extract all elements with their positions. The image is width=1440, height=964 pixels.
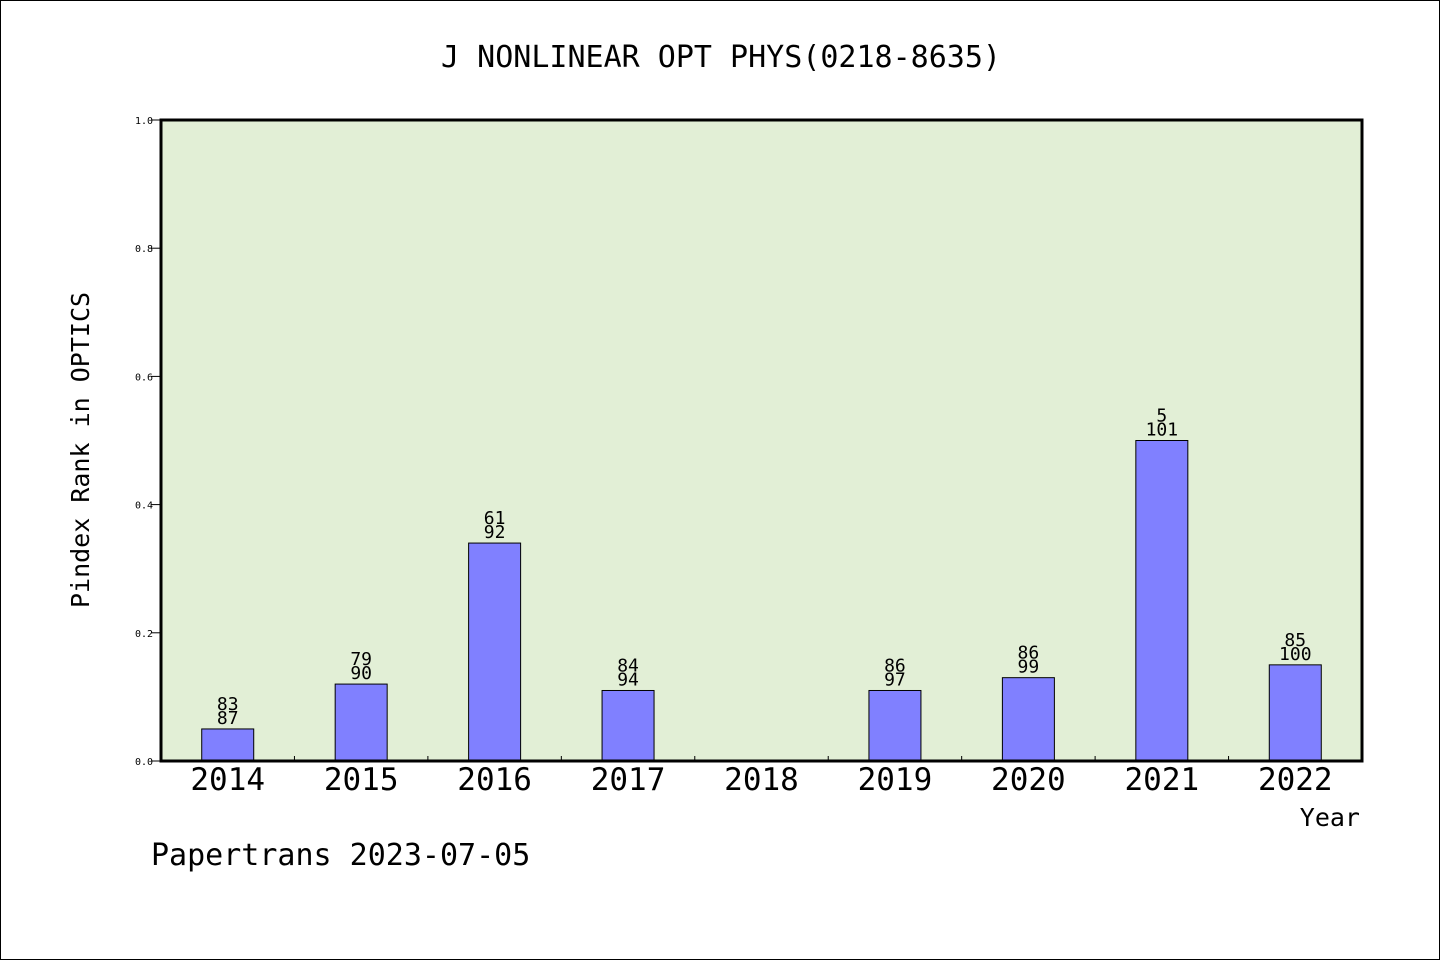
x-tick-label: 2015 xyxy=(324,762,399,798)
x-axis-label: Year xyxy=(1300,803,1360,832)
bar-rank-label: 85 xyxy=(1284,630,1306,651)
x-tick-label: 2018 xyxy=(724,762,799,798)
bar-total-label: 87 xyxy=(217,708,239,729)
bar-total-label: 99 xyxy=(1018,657,1040,678)
bar-total-label: 94 xyxy=(617,669,639,690)
x-tick-label: 2016 xyxy=(457,762,532,798)
y-axis-label: Pindex Rank in OPTICS xyxy=(66,292,95,608)
y-tick-label: 0.0 xyxy=(135,757,153,768)
bar-rank-label: 83 xyxy=(217,694,239,715)
bar-rank-label: 86 xyxy=(1018,643,1040,664)
bar-rank-label: 86 xyxy=(884,655,906,676)
bar-2021 xyxy=(1135,440,1189,762)
bar-2019 xyxy=(868,689,922,762)
bar-total-label: 97 xyxy=(884,669,906,690)
bar-rank-label: 5 xyxy=(1156,406,1167,427)
y-tick-label: 0.8 xyxy=(135,244,153,255)
x-tick-label: 2019 xyxy=(858,762,933,798)
bar-2020 xyxy=(1001,677,1055,762)
bar-rank-label: 79 xyxy=(350,649,372,670)
bar-total-label: 90 xyxy=(350,663,372,684)
footer-text: Papertrans 2023-07-05 xyxy=(151,838,530,873)
x-tick-label: 2021 xyxy=(1125,762,1200,798)
bar-rank-label: 61 xyxy=(484,508,506,529)
plot-border xyxy=(159,118,1364,763)
y-tick-label: 0.6 xyxy=(135,372,153,383)
ticks-layer: 0.0 0.2 0.4 0.6 0.8 1.0 2014 2015 2016 2017 2018 20… xyxy=(135,116,1333,798)
bar-total-label: 100 xyxy=(1279,644,1312,665)
x-tick-label: 2022 xyxy=(1258,762,1333,798)
bar-2014 xyxy=(201,728,255,762)
bar-2015 xyxy=(334,683,388,762)
chart-title: J NONLINEAR OPT PHYS(0218-8635) xyxy=(441,40,1001,75)
y-tick-label: 0.2 xyxy=(135,629,153,640)
x-tick-label: 2014 xyxy=(190,762,265,798)
x-tick-label: 2017 xyxy=(591,762,666,798)
bar-total-label: 101 xyxy=(1146,420,1179,441)
bar-2017 xyxy=(601,689,655,762)
y-tick-label: 0.4 xyxy=(135,501,153,512)
bar-total-label: 92 xyxy=(484,522,506,543)
bar-2016 xyxy=(468,542,522,762)
x-tick-label: 2020 xyxy=(991,762,1066,798)
bar-2022 xyxy=(1268,664,1322,762)
y-tick-label: 1.0 xyxy=(135,116,153,127)
bar-rank-label: 84 xyxy=(617,655,639,676)
